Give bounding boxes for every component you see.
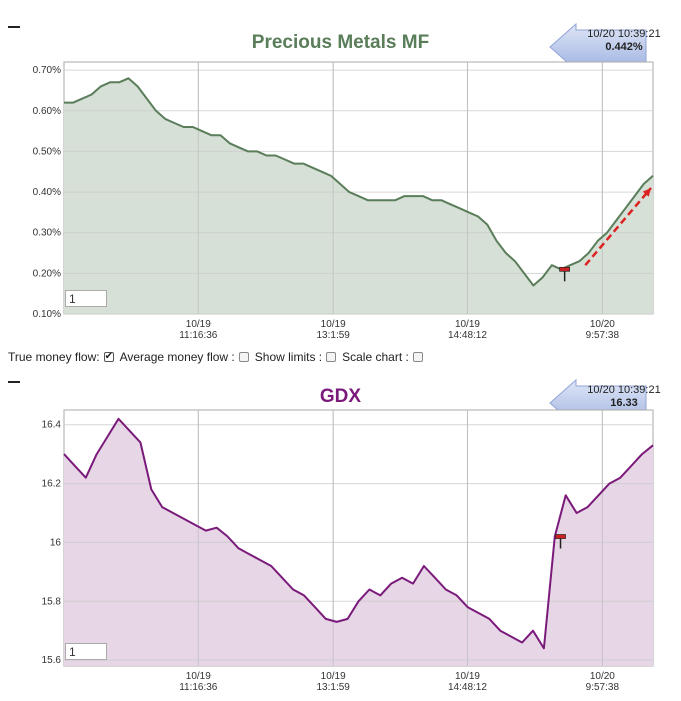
tooltip-value: 16.33: [610, 397, 638, 409]
chart-1-plot[interactable]: 0.70% 0.60% 0.50% 0.40% 0.30% 0.20% 0.10% 10/19…: [0, 0, 681, 345]
y-tick-label: 15.8: [42, 596, 62, 607]
scale-chart-checkbox[interactable]: [412, 352, 423, 362]
y-tick-label: 0.70%: [33, 65, 61, 76]
entry-marker: [559, 266, 571, 272]
x-tick-date: 10/19: [321, 319, 346, 330]
true-money-flow-label: True money flow:: [8, 350, 100, 364]
x-tick-time: 9:57:38: [586, 330, 620, 341]
tooltip-time: 10/20 10:39:21: [587, 28, 661, 40]
average-money-flow-checkbox[interactable]: [238, 352, 249, 362]
x-tick-date: 10/19: [186, 671, 211, 682]
y-tick-label: 16.4: [42, 420, 62, 431]
x-tick-time: 11:16:36: [179, 330, 218, 341]
trend-arrow-head: [642, 188, 651, 197]
x-tick-date: 10/19: [186, 319, 211, 330]
x-tick-date: 10/20: [590, 671, 615, 682]
x-tick-date: 10/19: [321, 671, 346, 682]
y-tick-label: 0.40%: [33, 187, 61, 198]
series-area: [64, 418, 653, 666]
y-tick-label: 0.60%: [33, 106, 61, 117]
entry-marker: [555, 534, 566, 539]
y-tick-label: 0.20%: [33, 268, 61, 279]
true-money-flow-checkbox[interactable]: ✔: [103, 351, 114, 362]
chart-1-zoom-input[interactable]: 1: [65, 290, 107, 307]
x-tick-time: 14:48:12: [448, 682, 487, 693]
x-tick-date: 10/20: [590, 319, 615, 330]
chart-2-plot[interactable]: 16.416.21615.815.610/1911:16:3610/1913:1…: [0, 355, 681, 701]
show-limits-label: Show limits :: [254, 350, 323, 364]
y-tick-label: 0.30%: [33, 228, 61, 239]
x-tick-time: 11:16:36: [179, 682, 218, 693]
y-tick-label: 16: [50, 537, 62, 548]
trend-arrow-line: [584, 187, 652, 267]
chart-2-zoom-input[interactable]: 1: [65, 643, 107, 660]
tooltip-time: 10/20 10:39:21: [587, 384, 661, 396]
x-tick-time: 9:57:38: [586, 682, 620, 693]
chart-2-title: GDX: [319, 386, 362, 407]
average-money-flow-label: Average money flow :: [119, 350, 235, 364]
minimize-dash-1[interactable]: [8, 26, 20, 28]
y-tick-label: 16.2: [42, 479, 62, 490]
chart-options-bar: True money flow: ✔ Average money flow : …: [8, 350, 429, 364]
tooltip-value: 0.442%: [605, 41, 643, 53]
x-tick-time: 14:48:12: [448, 330, 487, 341]
x-tick-time: 13:1:59: [316, 330, 350, 341]
x-tick-date: 10/19: [455, 319, 480, 330]
x-tick-time: 13:1:59: [316, 682, 350, 693]
minimize-dash-2[interactable]: [8, 381, 20, 383]
y-tick-label: 0.50%: [33, 146, 61, 157]
y-tick-label: 0.10%: [33, 309, 61, 320]
scale-chart-label: Scale chart :: [342, 350, 409, 364]
chart-1-title: Precious Metals MF: [251, 32, 430, 53]
series-line: [64, 77, 654, 287]
series-line: [63, 417, 654, 650]
x-tick-date: 10/19: [455, 671, 480, 682]
show-limits-checkbox[interactable]: [326, 352, 337, 362]
y-tick-label: 15.6: [42, 655, 62, 666]
